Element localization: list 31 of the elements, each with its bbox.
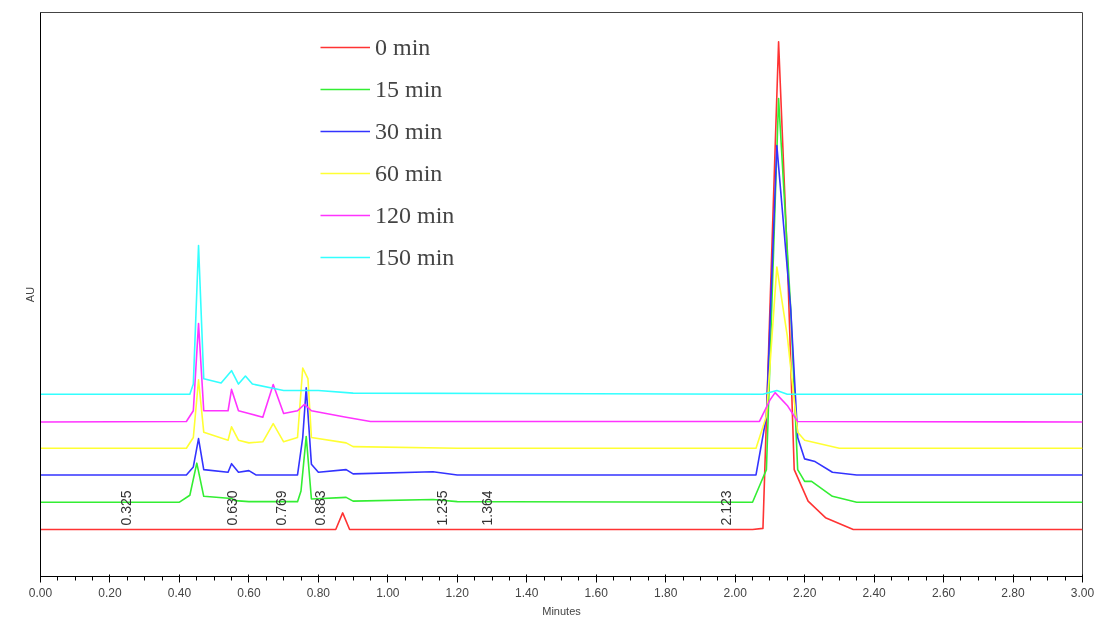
x-tick-label: 0.80 (306, 585, 331, 600)
x-tick-label: 0.00 (28, 585, 53, 600)
x-tick-label: 1.00 (376, 585, 400, 600)
legend-label: 150 min (375, 242, 455, 272)
x-tick-label: 2.40 (862, 585, 887, 600)
legend-label: 120 min (375, 200, 455, 230)
x-axis-title: Minutes (542, 604, 582, 617)
annotation: 0.325 (118, 490, 135, 526)
annotation: 0.630 (224, 490, 241, 526)
x-tick-label: 1.80 (654, 585, 678, 600)
annotation: 1.235 (434, 490, 451, 526)
x-tick-label: 3.00 (1070, 585, 1095, 600)
x-tick-label: 2.60 (931, 585, 956, 600)
x-tick-label: 2.20 (792, 585, 817, 600)
x-tick-label: 1.40 (515, 585, 539, 600)
x-tick-label: 0.20 (98, 585, 122, 600)
legend-label: 15 min (375, 74, 443, 104)
legend-label: 0 min (375, 32, 431, 62)
x-tick-label: 2.80 (1001, 585, 1026, 600)
legend-label: 30 min (375, 116, 443, 146)
y-axis-title: AU (23, 286, 36, 303)
legend-label: 60 min (375, 158, 443, 188)
annotation: 0.769 (272, 490, 289, 526)
x-tick-label: 2.00 (723, 585, 748, 600)
annotation: 1.364 (479, 490, 496, 526)
x-tick-label: 0.60 (237, 585, 261, 600)
annotation: 2.123 (717, 490, 734, 526)
x-tick-label: 0.40 (167, 585, 192, 600)
annotation: 0.883 (312, 490, 329, 526)
x-tick-label: 1.60 (584, 585, 609, 600)
x-tick-label: 1.20 (445, 585, 470, 600)
